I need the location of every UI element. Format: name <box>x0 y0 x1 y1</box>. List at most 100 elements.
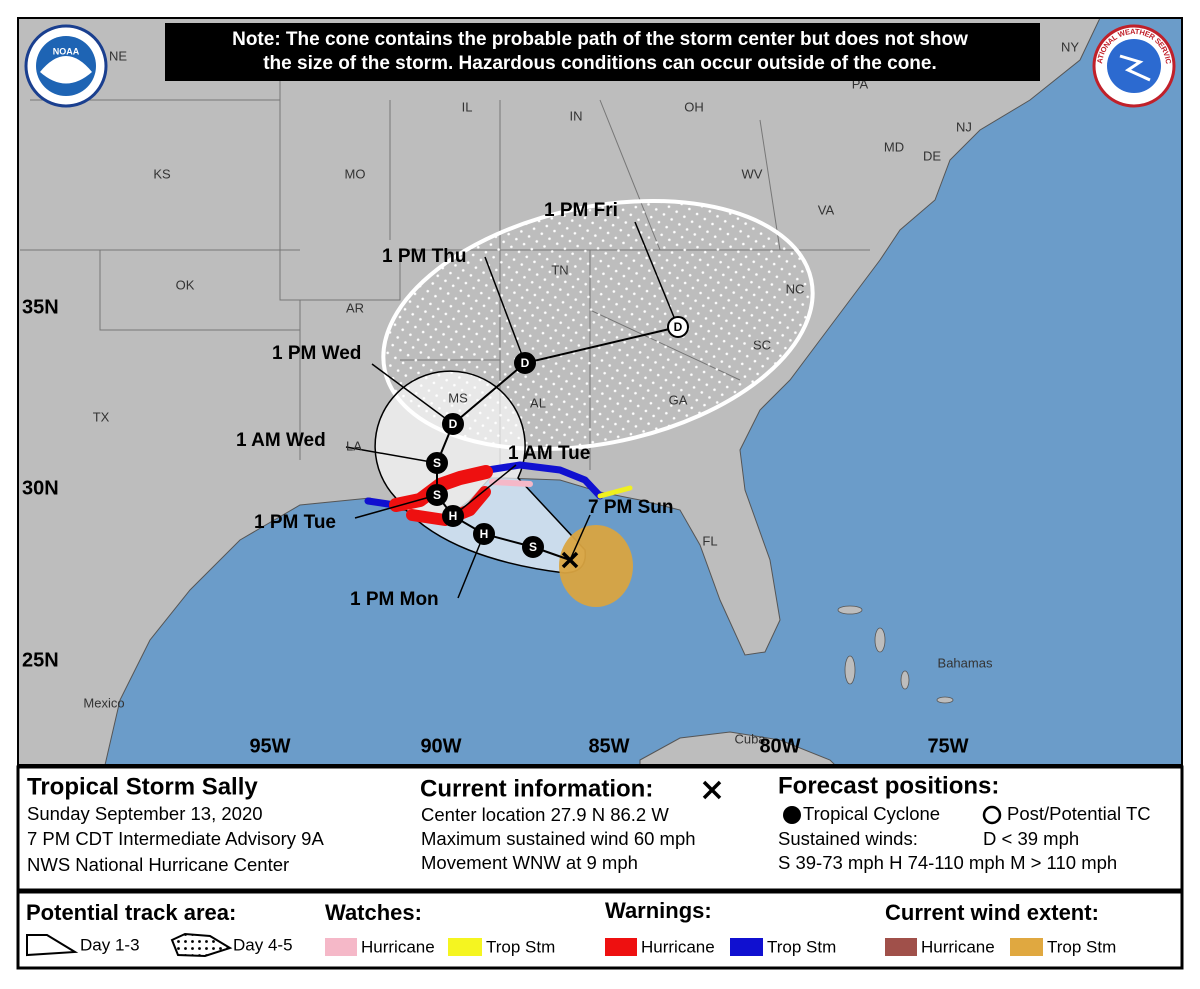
legend-item: Trop Stm <box>1047 937 1116 956</box>
region-label: VA <box>818 202 835 217</box>
current-line: Movement WNW at 9 mph <box>421 852 638 873</box>
longitude-label: 80W <box>759 735 800 757</box>
longitude-label: 75W <box>927 735 968 757</box>
day-1-3-icon <box>26 934 79 957</box>
forecast-symbol: D <box>674 320 683 334</box>
legend-panel <box>16 890 1184 970</box>
forecast-marker <box>442 413 464 435</box>
leader-line <box>371 363 454 425</box>
forecast-symbol: S <box>529 540 537 554</box>
time-label: 7 PM Sun <box>588 497 674 518</box>
leader-line <box>484 256 526 364</box>
swatch <box>885 938 917 956</box>
region-label: AR <box>346 300 364 315</box>
region-label: MS <box>448 390 468 405</box>
region-label: Cuba <box>734 731 766 746</box>
leader-line <box>634 221 679 328</box>
latitude-label: 30N <box>22 477 59 499</box>
map-frame <box>17 17 1183 766</box>
current-line: Maximum sustained wind 60 mph <box>421 828 696 849</box>
swatch <box>325 938 357 956</box>
legend-title: Potential track area: <box>26 900 236 925</box>
leader-line <box>345 446 438 464</box>
logo-text: NOAA <box>53 46 80 56</box>
region-label: NJ <box>956 119 972 134</box>
cuba <box>639 731 836 765</box>
region-label: Mexico <box>83 695 124 710</box>
leader-line <box>569 514 591 561</box>
latitude-label: 25N <box>22 649 59 671</box>
region-label: NY <box>1061 39 1079 54</box>
forecast-symbol: D <box>521 356 530 370</box>
legend-title: Current wind extent: <box>885 900 1099 925</box>
forecast-symbol: H <box>480 527 489 541</box>
legend-title: Watches: <box>325 900 422 925</box>
tropical-storm-wind-extent <box>559 525 633 607</box>
time-label: 1 AM Tue <box>508 443 590 464</box>
forecast-marker <box>522 536 544 558</box>
forecast-symbol: D <box>449 417 458 431</box>
current-title: Current information: <box>420 775 653 802</box>
forecast-marker <box>426 452 448 474</box>
longitude-label: 90W <box>420 735 461 757</box>
storm-line: 7 PM CDT Intermediate Advisory 9A <box>27 828 324 849</box>
region-label: MO <box>345 166 366 181</box>
swatch <box>448 938 482 956</box>
legend-item: Day 1-3 <box>80 935 140 954</box>
storm-line: NWS National Hurricane Center <box>27 854 289 875</box>
forecast-legend: Sustained winds: <box>778 828 918 849</box>
time-label: 1 PM Thu <box>382 246 466 267</box>
time-label: 1 PM Tue <box>254 512 336 533</box>
filled-symbol <box>783 806 801 824</box>
noaa-logo: NOAA <box>24 24 108 108</box>
region-label: Bahamas <box>938 655 993 670</box>
swatch <box>1010 938 1043 956</box>
forecast-title: Forecast positions: <box>778 772 999 799</box>
legend-item: Hurricane <box>921 937 995 956</box>
forecast-marker <box>667 316 689 338</box>
region-label: OH <box>684 99 704 114</box>
region-label: TN <box>551 262 568 277</box>
forecast-marker <box>426 484 448 506</box>
info-panel <box>16 765 1184 892</box>
leader-line <box>354 494 438 519</box>
forecast-legend: Tropical Cyclone <box>803 803 940 824</box>
forecast-symbol: S <box>433 488 441 502</box>
region-label: IL <box>462 99 473 114</box>
hollow-symbol <box>982 805 1002 825</box>
current-symbol <box>702 780 722 800</box>
legend-item: Hurricane <box>361 937 435 956</box>
region-label: NE <box>109 48 127 63</box>
region-label: KS <box>153 166 171 181</box>
forecast-symbol: S <box>433 456 441 470</box>
swatch <box>605 938 637 956</box>
forecast-legend: S 39-73 mph H 74-110 mph M > 110 mph <box>778 852 1117 873</box>
latitude-label: 35N <box>22 296 59 318</box>
region-label: NC <box>786 281 805 296</box>
storm-name: Tropical Storm Sally <box>27 773 258 800</box>
region-label: TX <box>93 409 110 424</box>
forecast-symbol: H <box>449 509 458 523</box>
forecast-marker <box>473 523 495 545</box>
legend-item: Day 4-5 <box>233 935 293 954</box>
region-label: GA <box>669 392 688 407</box>
time-label: 1 PM Mon <box>350 589 439 610</box>
longitude-label: 85W <box>588 735 629 757</box>
leader-line <box>452 464 517 517</box>
forecast-legend: Post/Potential TC <box>1007 803 1151 824</box>
region-label: OK <box>176 277 195 292</box>
time-label: 1 PM Wed <box>272 343 361 364</box>
legend-item: Trop Stm <box>486 937 555 956</box>
storm-line: Sunday September 13, 2020 <box>27 803 263 824</box>
region-label: LA <box>346 438 362 453</box>
leader-line <box>457 533 485 599</box>
legend-item: Trop Stm <box>767 937 836 956</box>
forecast-marker <box>442 505 464 527</box>
region-label: MD <box>884 139 904 154</box>
bahamas <box>837 605 954 704</box>
current-line: Center location 27.9 N 86.2 W <box>421 804 669 825</box>
forecast-legend: D < 39 mph <box>983 828 1079 849</box>
